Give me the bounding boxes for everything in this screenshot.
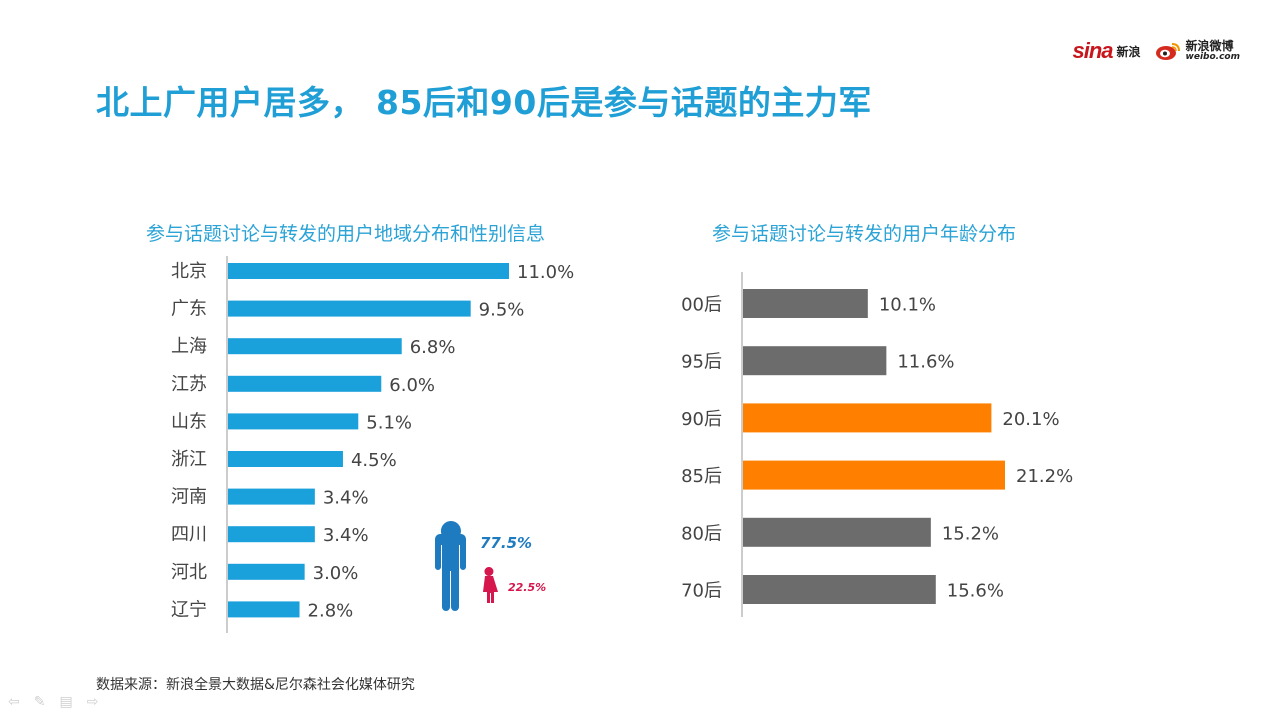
region-tick-label: 四川 [171, 524, 207, 545]
age-tick-label: 80后 [681, 523, 722, 544]
male-person-icon [435, 521, 466, 611]
male-share-label: 77.5% [480, 534, 532, 552]
age-data-label: 15.6% [947, 581, 1004, 602]
region-bar [228, 563, 305, 580]
region-tick-label: 北京 [171, 261, 207, 282]
region-data-label: 6.8% [410, 337, 456, 358]
age-bar [743, 575, 936, 604]
region-data-label: 5.1% [366, 412, 412, 433]
age-bar [743, 289, 868, 318]
region-chart-title: 参与话题讨论与转发的用户地域分布和性别信息 [146, 223, 546, 245]
age-data-label: 10.1% [879, 295, 936, 316]
brand-logos: sina 新浪 新浪微博 weibo.com [1073, 38, 1241, 64]
region-data-label: 4.5% [351, 450, 397, 471]
region-data-label: 3.0% [313, 563, 359, 584]
region-data-label: 2.8% [308, 600, 354, 621]
prev-icon[interactable]: ⇦ [8, 694, 20, 710]
region-data-label: 11.0% [517, 262, 574, 283]
sina-logo-word: 新浪 [1116, 44, 1141, 59]
region-tick-label: 山东 [171, 411, 207, 432]
age-tick-label: 95后 [681, 352, 722, 373]
region-data-label: 9.5% [479, 300, 525, 321]
age-data-label: 21.2% [1016, 466, 1073, 487]
region-data-label: 3.4% [323, 525, 369, 546]
region-tick-label: 河南 [171, 487, 207, 508]
age-tick-label: 70后 [681, 581, 722, 602]
page-title: 北上广用户居多， 85后和90后是参与话题的主力军 [96, 83, 872, 122]
region-bar [228, 413, 359, 430]
region-data-label: 6.0% [389, 375, 435, 396]
weibo-logo-en: weibo.com [1185, 51, 1240, 62]
age-tick-label: 00后 [681, 295, 722, 316]
region-bar [228, 263, 509, 279]
age-bar [743, 517, 931, 547]
weibo-logo-cn: 新浪微博 [1185, 38, 1234, 53]
female-person-icon [483, 567, 498, 603]
pen-icon[interactable]: ✎ [33, 694, 46, 710]
region-tick-label: 广东 [171, 299, 207, 320]
next-icon[interactable]: ⇨ [86, 694, 99, 710]
age-data-label: 20.1% [1002, 409, 1059, 430]
region-tick-label: 河北 [171, 562, 207, 583]
region-bar [228, 375, 382, 392]
region-data-label: 3.4% [323, 488, 369, 509]
region-tick-label: 江苏 [171, 374, 207, 395]
weibo-eye-icon [1155, 43, 1180, 60]
age-bar [743, 346, 887, 376]
region-tick-label: 上海 [171, 336, 207, 357]
age-data-label: 15.2% [942, 523, 999, 544]
age-bar [743, 460, 1005, 490]
weibo-logo: 新浪微博 weibo.com [1155, 40, 1240, 62]
age-tick-label: 85后 [681, 466, 722, 487]
region-bar [228, 451, 343, 467]
region-tick-label: 辽宁 [171, 599, 207, 620]
age-tick-label: 90后 [681, 409, 722, 430]
slide-nav-controls: ⇦ ✎ ▤ ⇨ [8, 694, 98, 710]
female-share-label: 22.5% [508, 581, 546, 594]
source-note: 数据来源：新浪全景大数据&尼尔森社会化媒体研究 [96, 677, 415, 693]
region-bar [228, 601, 300, 618]
age-data-label: 11.6% [897, 352, 954, 373]
sina-logo: sina 新浪 [1073, 38, 1141, 64]
region-bar [228, 526, 315, 543]
sina-logo-mark: sina [1072, 38, 1114, 63]
region-tick-label: 浙江 [171, 449, 207, 470]
slides-icon[interactable]: ▤ [59, 694, 73, 710]
region-bar [228, 338, 402, 355]
region-bar [228, 300, 471, 317]
age-chart-title: 参与话题讨论与转发的用户年龄分布 [712, 223, 1017, 245]
age-bar [743, 403, 992, 433]
region-bar [228, 488, 315, 505]
